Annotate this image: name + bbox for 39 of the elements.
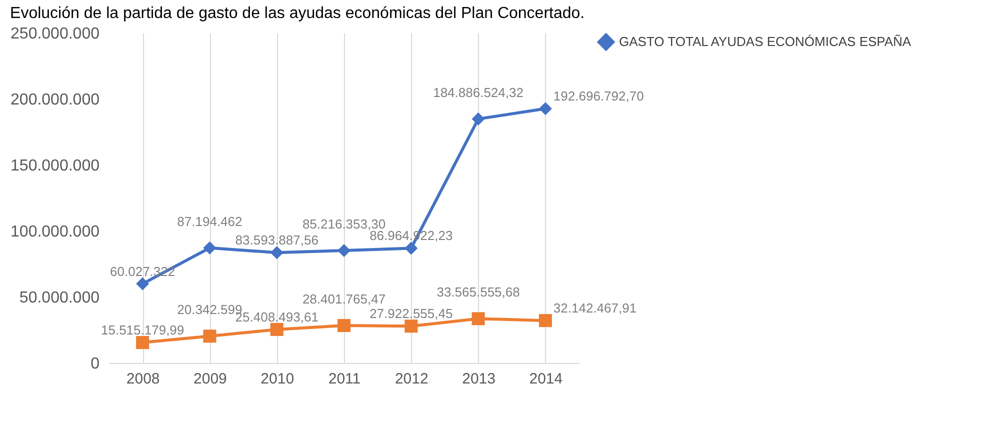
point (203, 330, 216, 343)
legend-label: GASTO TOTAL AYUDAS ECONÓMICAS ESPAÑA (619, 34, 912, 49)
point (270, 322, 284, 336)
data-label: 83.593.887,56 (235, 232, 318, 248)
y-tick-label: 0 (90, 356, 100, 372)
x-tick-label: 2009 (194, 370, 227, 388)
data-label: 184.886.524,32 (433, 84, 524, 100)
x-tick-label: 2008 (126, 370, 160, 388)
y-tick-label: 150.000.000 (10, 158, 100, 174)
point (472, 312, 485, 326)
data-label: 32.142.467,91 (553, 300, 637, 316)
x-tick-label: 2014 (529, 370, 563, 388)
data-label: 192.696.792,70 (553, 88, 644, 104)
x-tick-label: 2013 (462, 370, 496, 388)
point (538, 102, 552, 116)
data-label: 27.922.555,45 (370, 306, 453, 322)
y-tick-label: 200.000.000 (10, 92, 100, 108)
point (270, 246, 284, 260)
y-tick-label: 50.000.000 (19, 290, 100, 306)
data-label: 15.515.179,99 (101, 322, 184, 338)
y-tick-label: 100.000.000 (10, 224, 100, 240)
point (337, 244, 351, 258)
point (404, 320, 418, 333)
chart-title: Evolución de la partida de gasto de las ayudas económicas del Plan Concertado. (10, 5, 585, 22)
x-tick-label: 2012 (394, 370, 428, 388)
point (404, 242, 418, 255)
point (136, 277, 150, 290)
y-tick-label: 250.000.000 (10, 26, 100, 42)
point (538, 314, 552, 328)
point (136, 336, 150, 350)
data-label: 87.194.462 (177, 214, 242, 229)
data-label: 33.565.555,68 (436, 284, 520, 300)
data-label: 85.216.353,30 (302, 216, 386, 232)
point (472, 112, 485, 126)
point (203, 241, 216, 254)
data-label: 28.401.765,47 (302, 292, 386, 307)
point (337, 318, 351, 332)
x-tick-label: 2011 (328, 370, 361, 388)
x-tick-label: 2010 (260, 370, 294, 388)
